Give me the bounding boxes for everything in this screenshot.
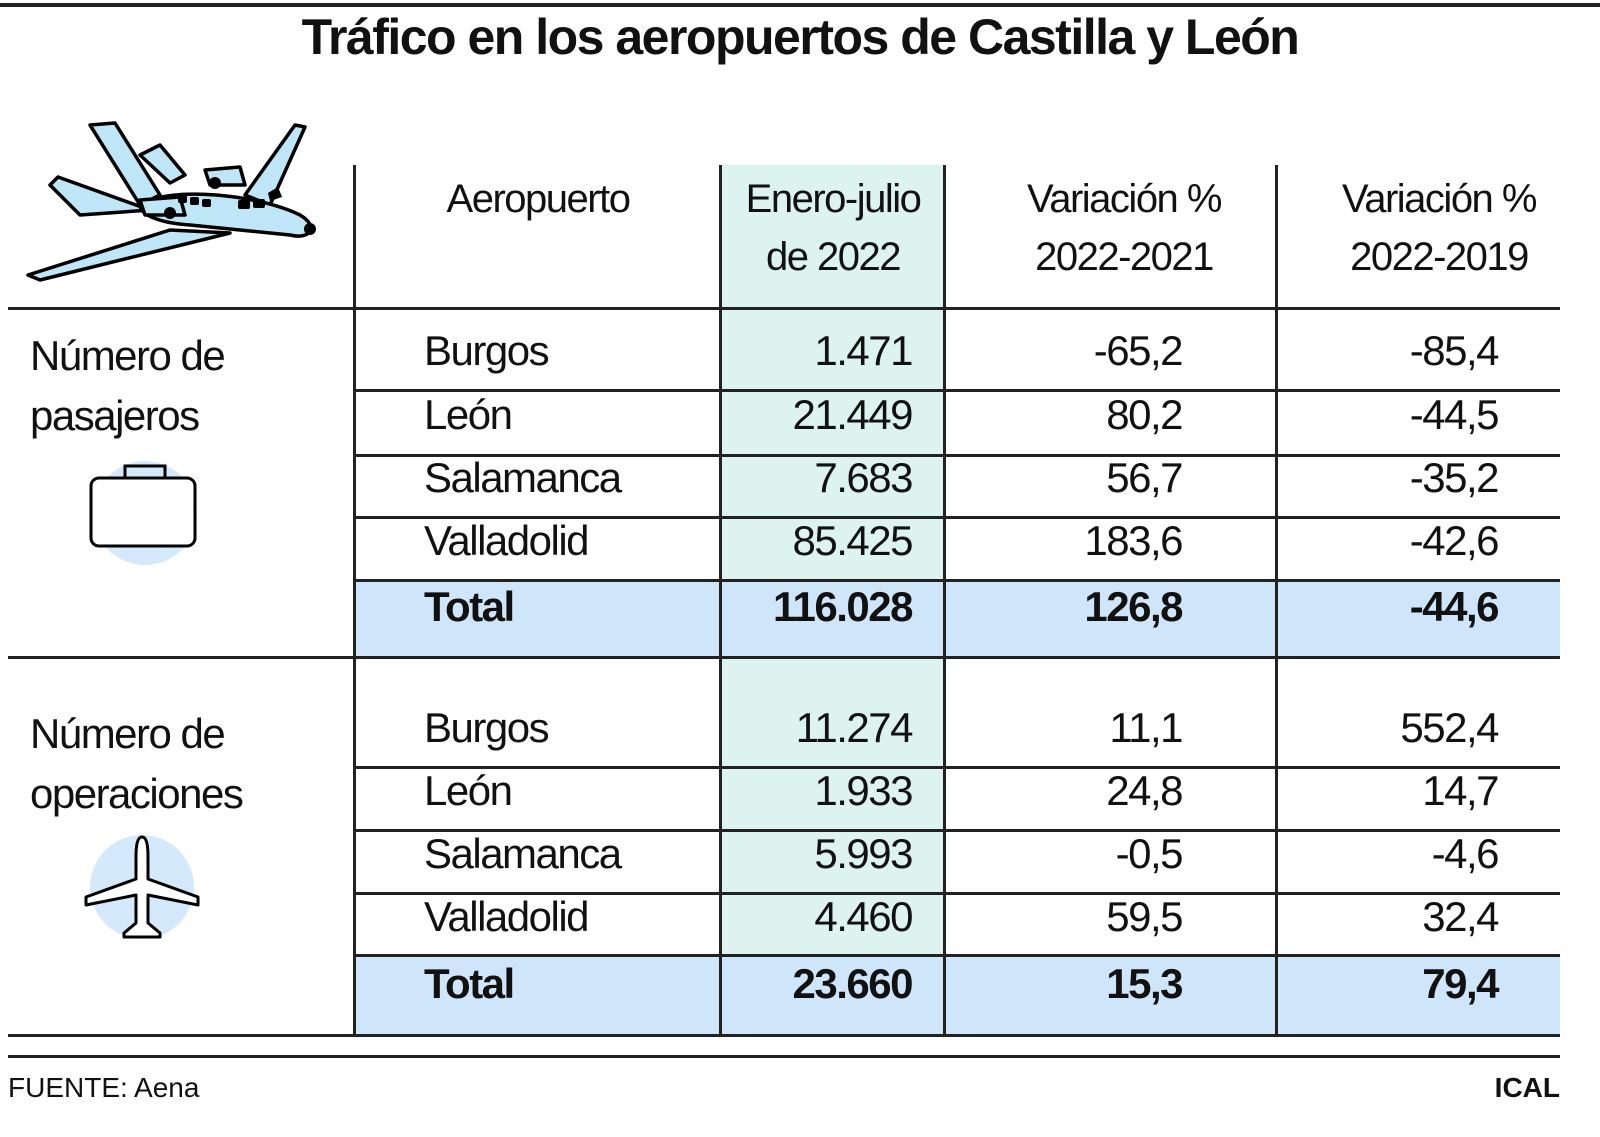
airport-name: León [424, 391, 513, 438]
variacion-2021-value: 11,1 [1109, 704, 1183, 751]
variacion-2021-value: 24,8 [1106, 767, 1183, 814]
section-label-operaciones: Número de operaciones [30, 704, 244, 824]
airport-name: León [424, 767, 513, 814]
enero-julio-value: 1.933 [814, 767, 913, 814]
enero-julio-value: 7.683 [814, 454, 913, 501]
variacion-2019-value: 79,4 [1422, 960, 1499, 1007]
airport-name: Burgos [424, 327, 550, 374]
variacion-2019-value: -85,4 [1409, 327, 1500, 374]
total-row-bg-pasajeros [356, 580, 1560, 657]
airport-name: Valladolid [424, 893, 590, 940]
airplane-icon [84, 835, 200, 939]
variacion-2021-value: 56,7 [1106, 454, 1183, 501]
variacion-2019-value: -35,2 [1409, 454, 1500, 501]
variacion-2021-value: 126,8 [1084, 583, 1183, 630]
enero-julio-value: 1.471 [814, 327, 913, 374]
section-label-pasajeros: Número de pasajeros [30, 326, 226, 446]
label-line: Número de [30, 332, 226, 379]
page-title: Tráfico en los aeropuertos de Castilla y… [301, 9, 1300, 65]
enero-julio-value: 85.425 [792, 517, 914, 564]
variacion-2021-value: 15,3 [1106, 960, 1183, 1007]
header-enero-julio: Enero-julio de 2022 [721, 170, 945, 286]
header-variacion-2019: Variación % 2022-2019 [1278, 170, 1600, 286]
header-line: Variación % [1027, 177, 1222, 221]
label-line: pasajeros [30, 392, 200, 439]
top-rule [0, 3, 1600, 7]
variacion-2019-value: -44,6 [1409, 583, 1500, 630]
header-line: Enero-julio [745, 177, 922, 221]
airport-name: Salamanca [424, 454, 622, 501]
variacion-2019-value: 552,4 [1400, 704, 1499, 751]
variacion-2021-value: 183,6 [1084, 517, 1183, 564]
airport-name: Total [424, 960, 515, 1007]
variacion-2019-value: 32,4 [1422, 893, 1499, 940]
enero-julio-value: 23.660 [792, 960, 914, 1007]
suitcase-icon [89, 461, 197, 565]
credit-logo: ICAL [1494, 1072, 1560, 1103]
enero-julio-value: 11.274 [795, 704, 914, 751]
enero-julio-value: 21.449 [792, 391, 914, 438]
airport-name: Valladolid [424, 517, 590, 564]
variacion-2019-value: -4,6 [1431, 830, 1500, 877]
airport-name: Salamanca [424, 830, 622, 877]
header-line: 2022-2019 [1350, 235, 1529, 279]
variacion-2019-value: -42,6 [1409, 517, 1500, 564]
variacion-2019-value: -44,5 [1409, 391, 1500, 438]
variacion-2021-value: -0,5 [1115, 830, 1184, 877]
jet-plane-icon [26, 121, 316, 282]
airport-name: Total [424, 583, 515, 630]
enero-julio-value: 4.460 [814, 893, 913, 940]
total-row-bg-operaciones [356, 955, 1560, 1035]
variacion-2019-value: 14,7 [1422, 767, 1499, 814]
label-line: Número de [30, 710, 226, 757]
source-note: FUENTE: Aena [8, 1072, 200, 1103]
variacion-2021-value: -65,2 [1093, 327, 1184, 374]
header-line: 2022-2021 [1035, 235, 1214, 279]
header-variacion-2021: Variación % 2022-2021 [946, 170, 1302, 286]
enero-julio-value: 5.993 [814, 830, 913, 877]
label-line: operaciones [30, 770, 244, 817]
header-line: de 2022 [765, 235, 902, 279]
header-line: Variación % [1342, 177, 1537, 221]
variacion-2021-value: 80,2 [1106, 391, 1183, 438]
header-aeropuerto: Aeropuerto [446, 177, 631, 221]
enero-julio-value: 116.028 [772, 583, 914, 630]
variacion-2021-value: 59,5 [1106, 893, 1183, 940]
airport-name: Burgos [424, 704, 550, 751]
